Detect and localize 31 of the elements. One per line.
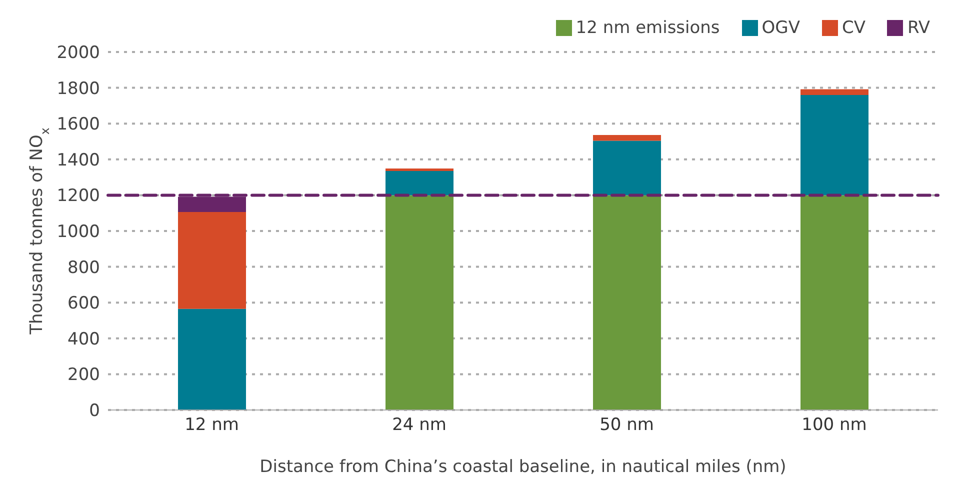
y-tick-label: 1000 [56,222,100,242]
bar [800,195,868,410]
legend-label: OGV [760,18,800,38]
y-tick-label: 1600 [56,114,100,135]
bar [593,195,661,410]
y-tick-label: 0 [89,401,100,422]
bar [386,168,454,172]
legend-label: RV [906,18,930,38]
x-tick-label: 50 nm [600,415,654,436]
y-tick-label: 600 [68,294,100,314]
y-tick-label: 1800 [56,78,100,99]
bar [178,308,246,410]
bar [800,89,868,95]
y-tick-label: 400 [68,329,100,350]
x-axis-title: Distance from China’s coastal baseline, in nautical miles (nm) [260,457,786,477]
bar [593,135,661,141]
x-tick-label: 100 nm [802,415,867,436]
y-tick-label: 800 [68,258,100,278]
y-tick-label: 2000 [56,43,100,64]
legend-label: 12 nm emissions [574,18,720,38]
y-tick-label: 1200 [56,186,100,206]
x-tick-label: 12 nm [184,415,239,436]
x-tick-label: 24 nm [392,415,446,436]
bar [386,171,454,196]
bar [386,195,454,410]
bar [800,94,868,196]
y-tick-label: 1400 [56,150,100,170]
bar [178,212,246,309]
legend-label: CV [840,18,866,38]
bar [593,140,661,196]
y-tick-label: 200 [68,365,100,386]
